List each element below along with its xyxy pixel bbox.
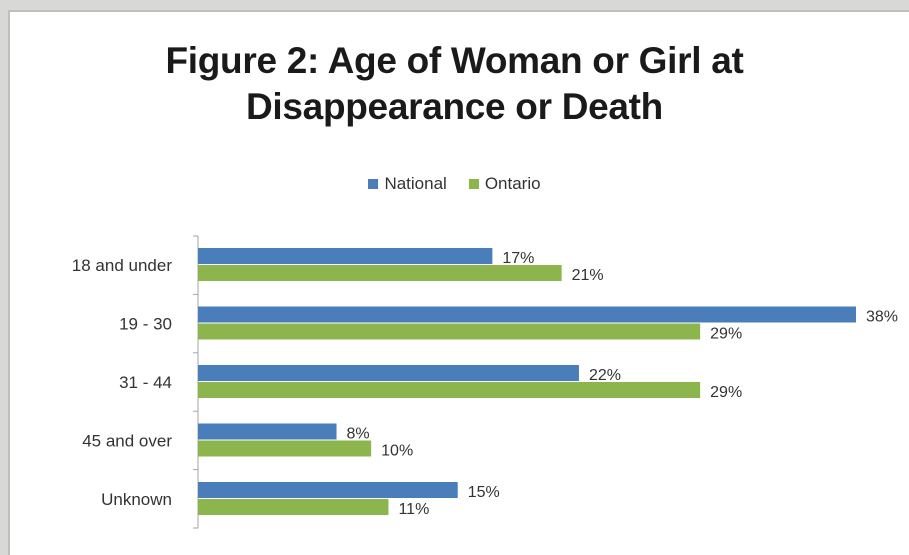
bar-national: [198, 482, 458, 498]
legend-label-national: National: [384, 174, 447, 193]
bar-ontario: [198, 265, 562, 281]
category-label: 18 and under: [72, 256, 173, 275]
bar-ontario: [198, 440, 372, 457]
data-label-national: 22%: [589, 367, 621, 384]
chart-title-line-1: Figure 2: Age of Woman or Girl at: [165, 40, 744, 81]
bar-national: [198, 365, 579, 381]
data-label-national: 17%: [502, 250, 534, 267]
category-label: 31 - 44: [119, 373, 172, 392]
chart-panel: [8, 10, 909, 555]
data-label-national: 38%: [866, 309, 898, 326]
legend-label-ontario: Ontario: [484, 174, 541, 193]
data-label-ontario: 10%: [381, 443, 413, 460]
chart-legend: National Ontario: [0, 174, 909, 194]
data-label-national: 8%: [347, 426, 370, 443]
data-label-ontario: 29%: [710, 384, 742, 401]
legend-item-national: National: [368, 174, 447, 194]
bar-national: [198, 423, 337, 440]
category-label: Unknown: [101, 490, 172, 509]
data-label-ontario: 29%: [710, 326, 742, 343]
bar-ontario: [198, 499, 389, 515]
bar-ontario: [198, 382, 701, 398]
bar-national: [198, 248, 493, 264]
category-label: 19 - 30: [119, 315, 172, 334]
data-label-ontario: 21%: [572, 267, 604, 284]
data-label-ontario: 11%: [398, 501, 429, 518]
category-label: 45 and over: [82, 432, 172, 451]
bar-ontario: [198, 323, 701, 340]
legend-swatch-national: [368, 179, 379, 189]
legend-item-ontario: Ontario: [468, 174, 541, 194]
chart-title: Figure 2: Age of Woman or Girl at Disapp…: [0, 38, 909, 130]
bar-national: [198, 306, 856, 323]
data-label-national: 15%: [468, 484, 500, 501]
legend-swatch-ontario: [468, 179, 479, 189]
chart-title-line-2: Disappearance or Death: [245, 86, 663, 127]
